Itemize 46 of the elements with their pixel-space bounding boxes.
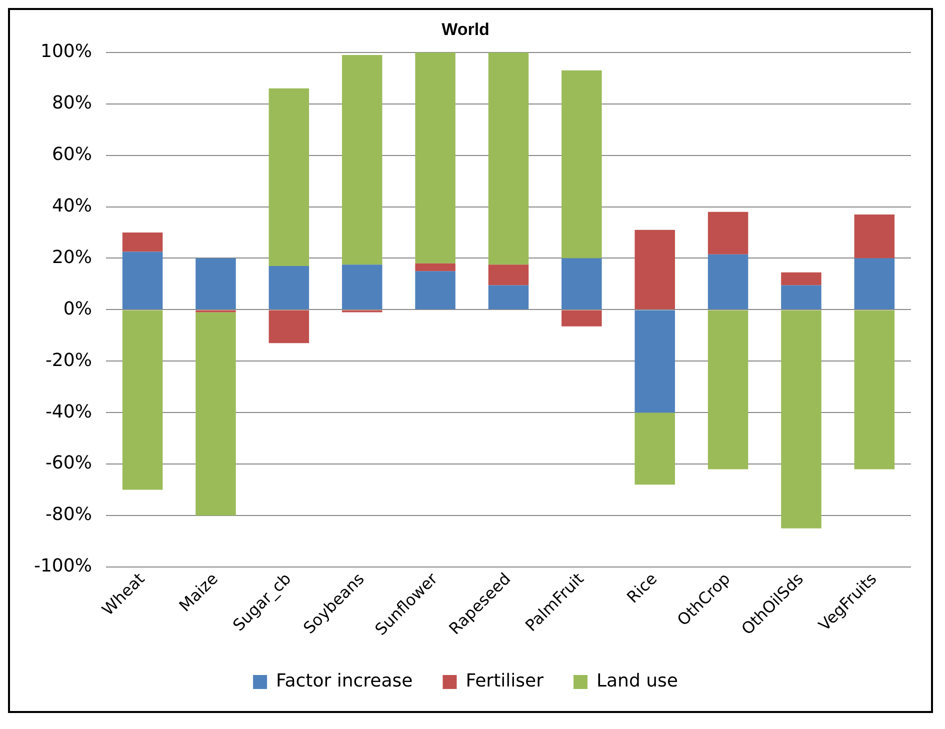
bar [122, 310, 163, 490]
bar [854, 214, 895, 258]
bar [342, 54, 382, 265]
bar [781, 272, 822, 286]
bar [268, 266, 310, 310]
y-tick-label: 100% [40, 41, 92, 62]
bar [122, 252, 163, 310]
bar [562, 310, 602, 326]
bar [634, 412, 675, 485]
bar [708, 310, 748, 470]
y-tick-label: -80% [45, 504, 92, 526]
bar [634, 230, 675, 310]
chart-title: World [442, 20, 490, 39]
bar [415, 52, 456, 264]
bar [488, 264, 529, 286]
y-tick-label: 60% [52, 144, 92, 165]
y-tick-label: 80% [52, 92, 92, 114]
y-tick-label: -100% [34, 556, 92, 577]
bar [122, 232, 163, 252]
bar [854, 258, 895, 310]
bar [634, 310, 675, 413]
legend-label: Factor increase [276, 670, 413, 692]
bar [708, 254, 748, 310]
bar [342, 264, 382, 310]
bar [854, 310, 895, 470]
y-tick-label: -20% [45, 350, 92, 371]
legend-label: Fertiliser [466, 670, 544, 692]
bar [488, 285, 529, 310]
y-tick-label: -40% [45, 401, 92, 422]
bar [415, 271, 456, 310]
bar [268, 88, 310, 266]
bar [196, 312, 236, 516]
bar [196, 258, 236, 310]
y-tick-label: -60% [45, 452, 92, 474]
bar [415, 263, 456, 272]
y-tick-label: 0% [63, 298, 92, 320]
bar [562, 70, 602, 258]
bar [708, 212, 748, 254]
y-tick-label: 20% [52, 246, 92, 268]
bar [562, 258, 602, 310]
y-tick-label: 40% [52, 195, 92, 216]
legend-label: Land use [596, 670, 678, 692]
bar [488, 52, 529, 265]
bar [781, 310, 822, 528]
bar [268, 310, 310, 344]
bar [781, 285, 822, 310]
